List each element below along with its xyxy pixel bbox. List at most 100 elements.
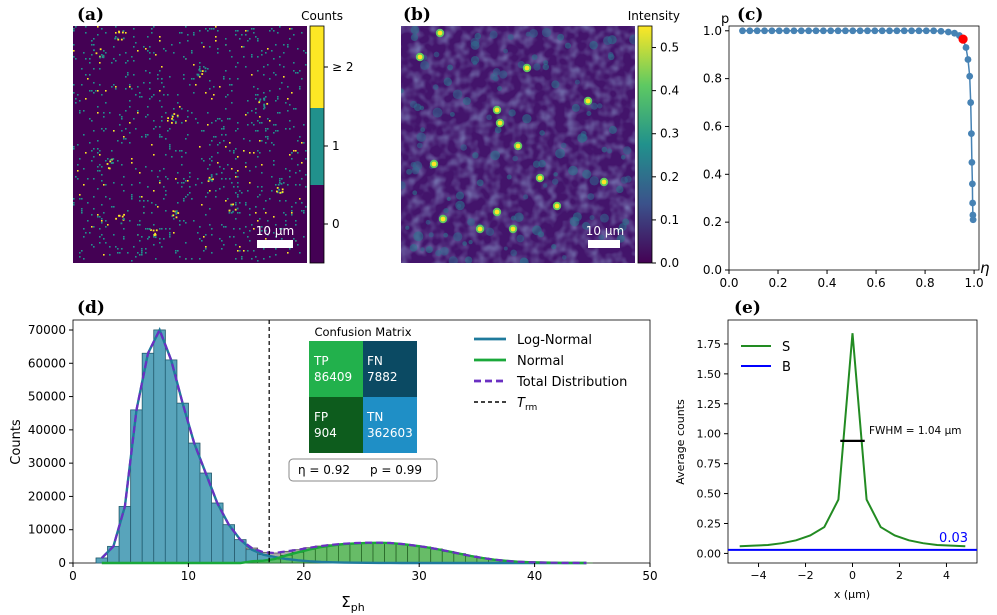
panel-c-points [739, 27, 977, 224]
count-pixel [103, 254, 105, 256]
count-pixel [249, 240, 251, 242]
count-pixel [287, 252, 289, 254]
y-tick-label: 1.0 [703, 24, 722, 38]
count-pixel [105, 160, 107, 162]
count-pixel [255, 166, 257, 168]
count-pixel [251, 56, 253, 58]
intensity-blob [522, 114, 532, 124]
intensity-blob [620, 154, 626, 160]
count-pixel [255, 212, 257, 214]
panel-d-bars [95, 329, 593, 564]
count-pixel [301, 210, 303, 212]
count-pixel [271, 28, 273, 30]
count-pixel [175, 210, 178, 213]
count-pixel [217, 152, 219, 154]
count-pixel [265, 128, 267, 130]
count-pixel [305, 64, 307, 66]
count-pixel [115, 60, 117, 62]
panel-label-c: (c) [737, 5, 763, 25]
intensity-blob [506, 174, 512, 180]
count-pixel [122, 30, 125, 32]
count-pixel [283, 182, 285, 184]
count-pixel [185, 242, 187, 244]
count-pixel [123, 138, 125, 140]
count-pixel [303, 210, 305, 212]
data-point [886, 27, 893, 35]
count-pixel [75, 58, 77, 60]
data-point [775, 27, 783, 35]
lognormal-bar [118, 506, 132, 564]
count-pixel [253, 86, 255, 88]
count-pixel [183, 200, 185, 202]
y-tick-label: 1.00 [697, 428, 722, 441]
count-pixel [137, 86, 139, 88]
count-pixel [257, 220, 259, 222]
count-pixel [305, 174, 307, 176]
count-pixel [207, 168, 209, 170]
count-pixel [154, 232, 157, 235]
count-pixel [95, 90, 97, 92]
count-pixel [83, 258, 85, 260]
count-pixel [145, 228, 147, 230]
count-pixel [223, 186, 225, 188]
count-pixel [201, 73, 204, 75]
count-pixel [169, 148, 171, 150]
count-pixel [181, 182, 183, 184]
count-pixel [271, 50, 273, 52]
count-pixel [257, 56, 259, 58]
count-pixel [141, 254, 143, 256]
intensity-blob [401, 181, 406, 190]
count-pixel [225, 134, 227, 136]
count-pixel [122, 218, 125, 220]
count-pixel [105, 52, 107, 54]
panel-e-xlabel: x (µm) [834, 588, 870, 601]
intensity-blob [629, 34, 635, 45]
count-pixel [183, 198, 185, 200]
count-pixel [209, 88, 211, 90]
count-pixel [93, 208, 95, 210]
count-pixel [75, 176, 77, 178]
y-tick-label: 0.8 [703, 72, 722, 86]
count-pixel [277, 130, 279, 132]
count-pixel [289, 38, 291, 40]
count-pixel [215, 26, 217, 28]
count-pixel [203, 130, 205, 132]
intensity-blob [490, 150, 501, 161]
count-pixel [119, 54, 121, 56]
count-pixel [281, 178, 283, 180]
count-pixel [111, 150, 113, 152]
count-pixel [205, 214, 207, 216]
count-pixel [131, 198, 133, 200]
count-pixel [269, 78, 271, 80]
count-pixel [83, 236, 85, 238]
count-pixel [145, 48, 147, 50]
count-pixel [125, 52, 127, 54]
intensity-blob [472, 152, 479, 159]
panel-d-chart: 0 10 20 30 40 50 0 10000 20000 30000 40000 50000 600… [9, 319, 658, 614]
count-pixel [257, 38, 259, 40]
count-pixel [143, 200, 145, 202]
count-pixel [229, 78, 231, 80]
count-pixel [230, 204, 233, 207]
cm-tp-value: 86409 [314, 370, 352, 384]
count-pixel [211, 122, 213, 124]
panel-c-line [742, 30, 974, 220]
count-pixel [159, 40, 161, 42]
intensity-spot [477, 226, 483, 232]
count-pixel [109, 158, 112, 161]
count-pixel [295, 72, 297, 74]
count-pixel [247, 112, 249, 114]
count-pixel [129, 106, 131, 108]
count-pixel [191, 78, 193, 80]
intensity-blob [519, 257, 529, 263]
count-pixel [167, 120, 169, 122]
count-pixel [185, 138, 187, 140]
panel-b-colorbar [637, 25, 653, 264]
intensity-blob [532, 160, 541, 168]
panel-label-e: (e) [734, 298, 761, 318]
count-pixel [299, 136, 301, 138]
data-point [849, 27, 857, 35]
count-pixel [107, 167, 110, 170]
count-pixel [181, 108, 183, 110]
count-pixel [273, 144, 275, 146]
